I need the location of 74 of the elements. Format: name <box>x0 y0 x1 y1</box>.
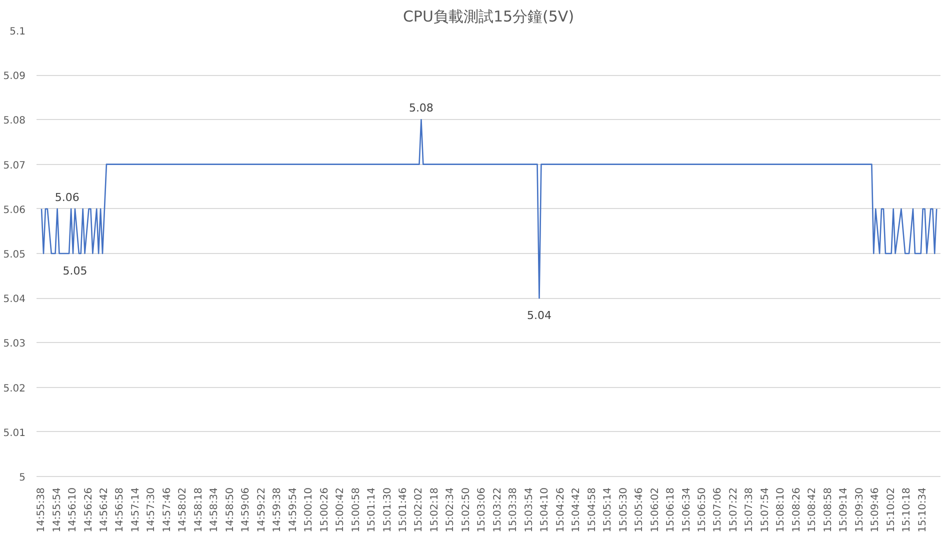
x-tick-label: 15:06:34 <box>681 487 692 532</box>
annotation: 5.06 <box>54 190 80 204</box>
x-tick-label: 15:06:50 <box>697 487 708 532</box>
x-tick-label: 15:03:22 <box>492 487 504 532</box>
x-tick-label: 15:01:46 <box>398 487 409 532</box>
x-tick-label: 14:57:46 <box>162 487 173 532</box>
x-tick-label: 15:10:34 <box>917 487 928 532</box>
y-tick-label: 5.01 <box>3 428 26 439</box>
x-tick-label: 15:00:26 <box>319 487 330 532</box>
x-tick-label: 15:10:02 <box>886 487 897 532</box>
x-tick-label: 14:59:54 <box>288 487 299 532</box>
x-tick-label: 14:57:14 <box>130 487 142 532</box>
x-tick-label: 15:03:54 <box>524 487 535 532</box>
annotation: 5.05 <box>62 264 88 278</box>
x-tick-label: 15:05:30 <box>618 487 630 532</box>
line-series <box>40 119 938 299</box>
x-tick-label: 14:56:42 <box>98 487 110 532</box>
y-tick-label: 5.05 <box>3 250 26 260</box>
x-tick-label: 14:55:54 <box>52 487 63 532</box>
x-tick-label: 15:07:38 <box>744 487 756 532</box>
x-tick-label: 15:07:22 <box>728 487 740 532</box>
x-tick-label: 15:04:42 <box>571 487 582 532</box>
y-tick-label: 5.1 <box>10 26 26 38</box>
x-tick-label: 15:09:46 <box>870 487 882 532</box>
chart-title: CPU負載測試15分鐘(5V) <box>402 8 574 26</box>
x-tick-label: 15:02:50 <box>460 487 472 532</box>
x-tick-label: 15:05:14 <box>602 487 614 532</box>
x-tick-label: 15:07:54 <box>760 487 771 532</box>
x-tick-label: 14:57:30 <box>146 487 158 532</box>
x-tick-label: 14:58:50 <box>224 487 236 532</box>
x-tick-label: 15:05:46 <box>634 487 646 532</box>
x-tick-label: 15:00:10 <box>304 487 315 532</box>
x-tick-label: 15:08:42 <box>807 487 818 532</box>
y-tick-label: 5.09 <box>3 71 26 82</box>
y-tick-label: 5.07 <box>3 160 26 172</box>
x-tick-label: 15:08:26 <box>791 487 802 532</box>
x-tick-label: 15:04:26 <box>555 487 566 532</box>
x-tick-label: 14:58:18 <box>193 487 204 532</box>
x-tick-label: 15:04:58 <box>586 487 598 532</box>
x-tick-label: 15:02:18 <box>429 487 440 532</box>
x-tick-label: 14:56:26 <box>83 487 94 532</box>
y-tick-label: 5.06 <box>3 204 26 216</box>
x-tick-label: 15:10:18 <box>902 487 913 532</box>
x-tick-label: 14:55:38 <box>36 487 48 532</box>
x-tick-label: 15:09:14 <box>838 487 850 532</box>
x-tick-label: 14:59:22 <box>256 487 268 532</box>
x-tick-label: 14:56:10 <box>68 487 79 532</box>
x-tick-label: 15:01:30 <box>382 487 394 532</box>
x-tick-label: 15:02:34 <box>445 487 456 532</box>
x-tick-label: 15:03:38 <box>508 487 520 532</box>
x-tick-label: 14:59:38 <box>272 487 284 532</box>
x-tick-label: 14:58:02 <box>178 487 189 532</box>
x-tick-label: 15:06:02 <box>650 487 661 532</box>
annotation: 5.04 <box>526 309 552 322</box>
annotation: 5.08 <box>408 102 434 115</box>
x-tick-label: 14:56:58 <box>114 487 126 532</box>
x-tick-label: 15:00:58 <box>350 487 362 532</box>
x-tick-label: 15:04:10 <box>540 487 551 532</box>
x-tick-label: 15:01:14 <box>366 487 378 532</box>
x-tick-label: 15:07:06 <box>712 487 724 532</box>
x-tick-label: 15:09:30 <box>854 487 866 532</box>
x-tick-label: 15:08:10 <box>776 487 787 532</box>
x-tick-label: 14:58:34 <box>209 487 220 532</box>
x-tick-label: 15:02:02 <box>414 487 425 532</box>
y-tick-label: 5.02 <box>3 383 26 394</box>
x-tick-label: 14:59:06 <box>240 487 252 532</box>
x-tick-label: 15:00:42 <box>335 487 346 532</box>
y-tick-label: 5.08 <box>3 116 26 127</box>
y-tick-label: 5.04 <box>3 294 26 306</box>
y-tick-label: 5.03 <box>3 338 26 350</box>
y-tick-label: 5 <box>19 472 26 484</box>
x-tick-label: 15:08:58 <box>822 487 834 532</box>
x-tick-label: 15:03:06 <box>476 487 488 532</box>
x-tick-label: 15:06:18 <box>666 487 677 532</box>
